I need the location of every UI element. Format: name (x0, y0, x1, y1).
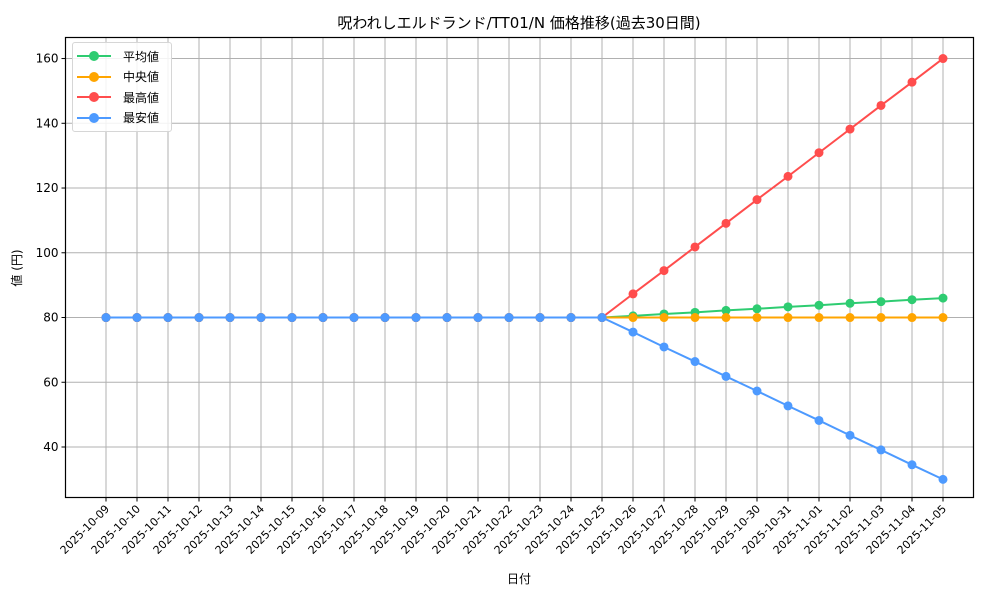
data-point-marker (876, 313, 886, 323)
data-point-marker (907, 313, 917, 323)
y-tick-label: 160 (36, 52, 59, 66)
data-point-marker (845, 313, 855, 323)
line-marker-icon (77, 112, 111, 124)
data-point-marker (690, 242, 700, 252)
data-point-marker (225, 313, 235, 323)
data-point-marker (783, 302, 793, 312)
data-point-marker (752, 386, 762, 396)
data-point-marker (845, 298, 855, 308)
data-point-marker (442, 313, 452, 323)
series-path (106, 316, 944, 481)
data-point-marker (411, 313, 421, 323)
data-point-marker (659, 342, 669, 352)
data-point-marker (659, 313, 669, 323)
legend-label: 最高値 (123, 90, 160, 105)
data-point-marker (163, 313, 173, 323)
data-point-marker (349, 313, 359, 323)
y-axis: 40 60 80 100 120 140 160 (36, 52, 66, 454)
data-point-marker (504, 313, 514, 323)
data-point-marker (690, 313, 700, 323)
data-point-marker (752, 313, 762, 323)
data-point-marker (845, 430, 855, 440)
data-point-marker (132, 313, 142, 323)
data-point-marker (907, 77, 917, 87)
data-point-marker (287, 313, 297, 323)
data-point-marker (783, 401, 793, 411)
chart-title: 呪われしエルドランド/TT01/N 価格推移(過去30日間) (337, 14, 700, 32)
y-tick-label: 60 (43, 375, 58, 389)
data-point-marker (783, 313, 793, 323)
data-point-marker (814, 148, 824, 158)
data-point-marker (318, 313, 328, 323)
data-point-marker (566, 313, 576, 323)
data-point-marker (628, 327, 638, 337)
data-point-marker (101, 313, 111, 323)
data-point-marker (535, 313, 545, 323)
data-point-marker (690, 357, 700, 367)
legend-item-mean: 平均値 (77, 46, 165, 67)
data-point-marker (814, 415, 824, 425)
data-point-marker (938, 293, 948, 303)
x-axis: 2025-10-092025-10-102025-10-112025-10-12… (58, 497, 949, 557)
data-point-marker (938, 54, 948, 64)
legend-label: 中央値 (123, 70, 160, 85)
data-point-marker (938, 474, 948, 484)
legend: 平均値 中央値 最高値 最安値 (72, 42, 172, 132)
data-point-marker (597, 313, 607, 323)
series-line (101, 313, 948, 484)
data-point-marker (659, 266, 669, 276)
data-series (101, 54, 948, 484)
data-point-marker (814, 300, 824, 310)
line-marker-icon (77, 50, 111, 62)
data-point-marker (938, 313, 948, 323)
data-point-marker (721, 305, 731, 315)
data-point-marker (752, 195, 762, 205)
y-tick-label: 100 (36, 246, 59, 260)
line-marker-icon (77, 91, 111, 103)
data-point-marker (628, 313, 638, 323)
data-point-marker (194, 313, 204, 323)
data-point-marker (876, 100, 886, 110)
legend-item-max: 最高値 (77, 87, 165, 108)
data-point-marker (814, 313, 824, 323)
y-axis-label: 値 (円) (9, 249, 24, 286)
data-point-marker (721, 218, 731, 228)
plot-frame (64, 36, 975, 499)
data-point-marker (876, 445, 886, 455)
legend-label: 最安値 (123, 111, 160, 126)
data-point-marker (876, 297, 886, 307)
data-point-marker (907, 295, 917, 305)
y-tick-label: 140 (36, 116, 59, 130)
data-point-marker (473, 313, 483, 323)
data-point-marker (907, 460, 917, 470)
line-marker-icon (77, 71, 111, 83)
data-point-marker (721, 313, 731, 323)
y-tick-label: 40 (43, 440, 58, 454)
legend-item-median: 中央値 (77, 67, 165, 88)
data-point-marker (256, 313, 266, 323)
y-tick-label: 80 (43, 311, 58, 325)
data-point-marker (380, 313, 390, 323)
y-tick-label: 120 (36, 181, 59, 195)
legend-item-min: 最安値 (77, 108, 165, 129)
data-point-marker (721, 371, 731, 381)
legend-label: 平均値 (123, 49, 160, 64)
data-point-marker (845, 124, 855, 134)
data-point-marker (752, 304, 762, 314)
x-axis-label: 日付 (507, 572, 531, 586)
data-point-marker (628, 289, 638, 299)
data-point-marker (783, 171, 793, 181)
